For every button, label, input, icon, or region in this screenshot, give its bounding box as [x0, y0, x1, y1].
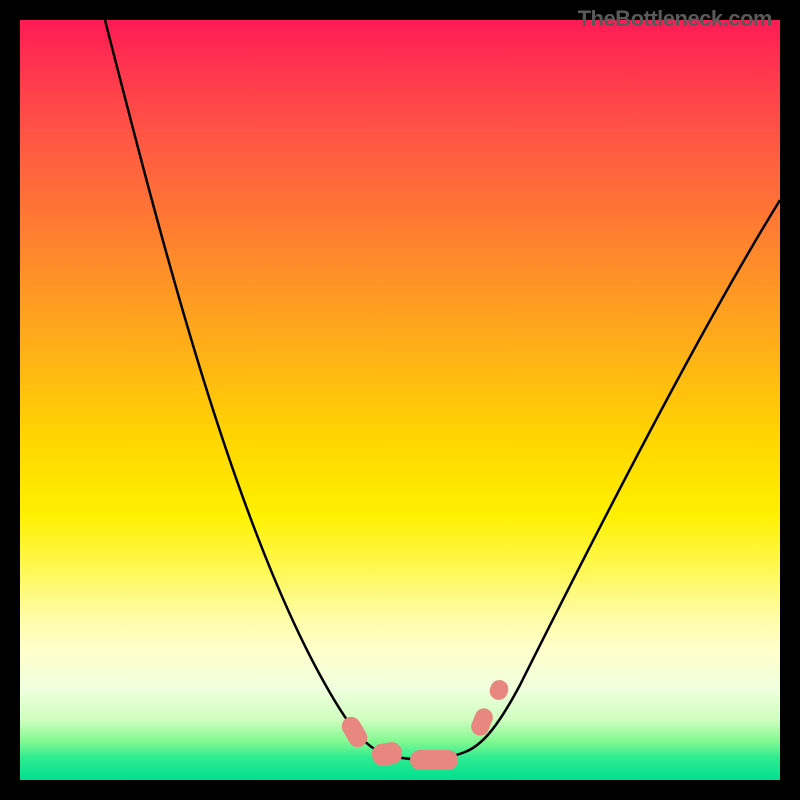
chart-plot-area: [20, 20, 780, 780]
optimal-range-marker: [410, 750, 458, 770]
bottleneck-curve: [20, 20, 780, 780]
curve-path: [105, 20, 780, 760]
watermark-text: TheBottleneck.com: [578, 6, 772, 32]
